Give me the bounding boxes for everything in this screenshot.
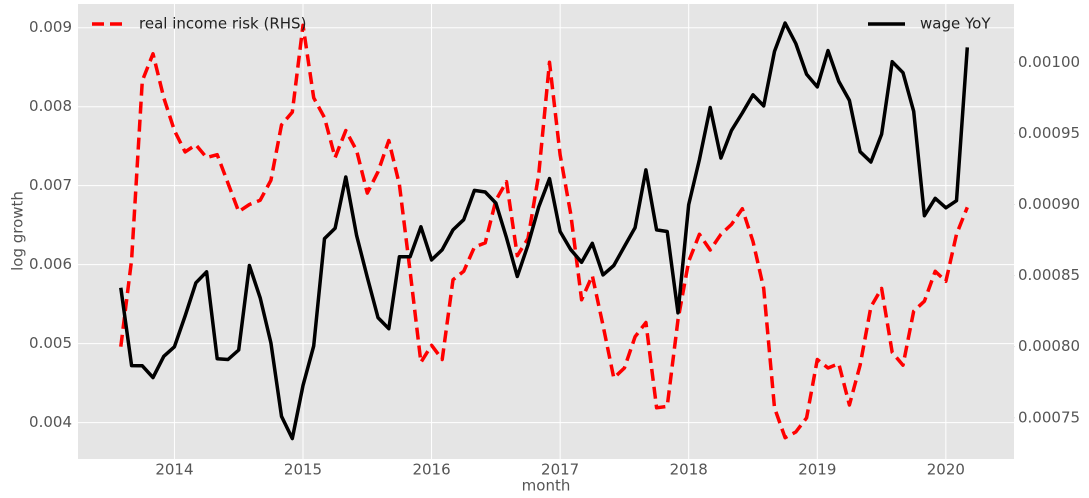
y-tick-label: 0.009: [29, 18, 72, 36]
x-tick-label: 2017: [541, 461, 579, 479]
x-tick-label: 2016: [412, 461, 450, 479]
series-line: [119, 23, 969, 440]
x-tick-label: 2018: [670, 461, 708, 479]
x-tick-label: 2019: [798, 461, 836, 479]
legend-label: wage YoY: [920, 15, 991, 33]
y-tick-label: 0.007: [29, 176, 72, 194]
y-tick-label: 0.006: [29, 255, 72, 273]
plot-area: [78, 4, 1014, 459]
y2-tick-label: 0.00095: [1018, 124, 1080, 142]
legend: real income risk (RHS): [92, 15, 306, 33]
y2-tick-label: 0.00075: [1018, 408, 1080, 426]
lines: [119, 21, 970, 441]
y-tick-label: 0.005: [29, 334, 72, 352]
y-tick-label: 0.004: [29, 413, 72, 431]
y2-tick-label: 0.00080: [1018, 337, 1080, 355]
y2-tick-label: 0.00100: [1018, 53, 1080, 71]
x-tick-label: 2020: [927, 461, 965, 479]
y-tick-label: 0.008: [29, 97, 72, 115]
x-tick-label: 2015: [284, 461, 322, 479]
grid: [78, 4, 1014, 459]
series-line: [119, 21, 970, 441]
legend: wage YoY: [868, 15, 991, 33]
x-tick-label: 2014: [155, 461, 193, 479]
y2-tick-label: 0.00090: [1018, 195, 1080, 213]
legend-label: real income risk (RHS): [139, 15, 306, 33]
x-axis-label: month: [522, 477, 571, 495]
y2-tick-label: 0.00085: [1018, 266, 1080, 284]
y-axis-label: log growth: [9, 191, 27, 271]
